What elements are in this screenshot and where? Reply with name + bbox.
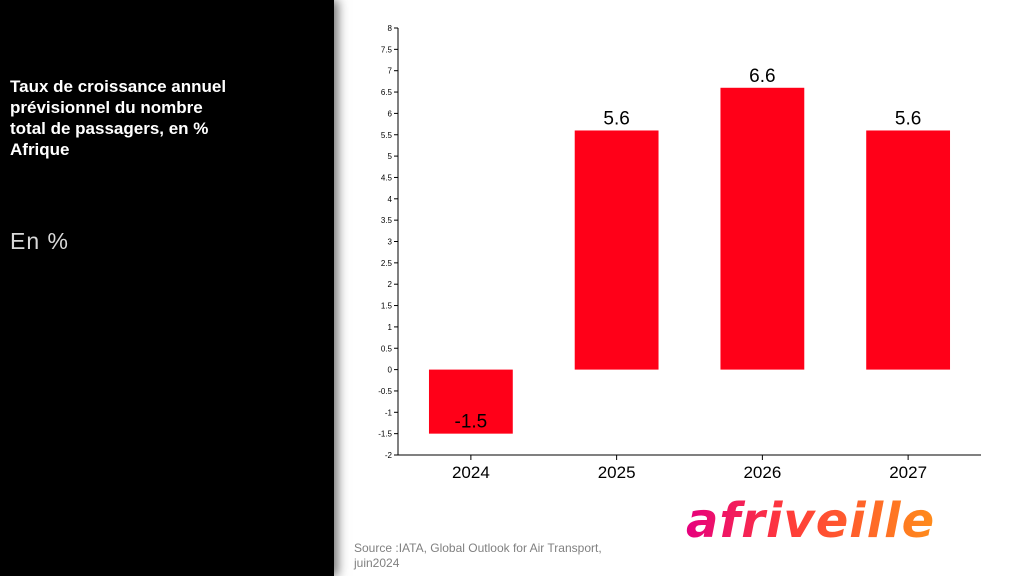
y-tick-label: 3.5 [381,216,393,225]
y-tick-label: 1.5 [381,302,393,311]
x-tick-label: 2024 [452,463,490,482]
unit-label: En % [10,228,69,254]
data-label: 6.6 [749,66,775,87]
y-tick-label: -0.5 [378,387,392,396]
bar-2026 [720,87,805,370]
panel-title: Taux de croissance annuel prévisionnel d… [10,77,227,159]
y-tick-label: -1.5 [378,430,392,439]
y-tick-label: 1 [388,323,393,332]
y-tick-label: 6 [388,109,393,118]
y-tick-label: -1 [385,408,393,417]
afriveille-logo: afriveille [686,493,936,549]
y-tick-label: 2.5 [381,259,393,268]
x-tick-label: 2026 [743,463,781,482]
y-tick-label: 8 [388,24,393,33]
y-tick-label: 4.5 [381,173,393,182]
bar-chart: -2 -1.5 -1 -0.5 0 0.5 1 1.5 2 2.5 3 3.5 4 4.5 5 5.5 6 6.5… [378,24,981,482]
bar-2025 [574,130,659,370]
left-panel: Taux de croissance annuel prévisionnel d… [0,0,334,576]
y-tick-label: 0.5 [381,344,393,353]
y-tick-label: 5 [388,152,393,161]
data-label: 5.6 [895,108,921,129]
y-tick-label: 7.5 [381,45,393,54]
y-tick-label: 6.5 [381,88,393,97]
y-tick-label: 7 [388,67,393,76]
y-tick-label: -2 [385,451,393,460]
y-tick-label: 2 [388,280,393,289]
y-tick-label: 4 [388,195,393,204]
x-tick-label: 2025 [598,463,636,482]
x-tick-label: 2027 [889,463,927,482]
y-tick-label: 0 [388,366,393,375]
y-tick-label: 5.5 [381,131,393,140]
source-note: Source :IATA, Global Outlook for Air Tra… [354,541,602,570]
bar-2024 [428,369,513,434]
data-label: -1.5 [455,412,488,433]
bar-2027 [866,130,951,370]
data-label: 5.6 [603,108,629,129]
y-tick-label: 3 [388,238,393,247]
